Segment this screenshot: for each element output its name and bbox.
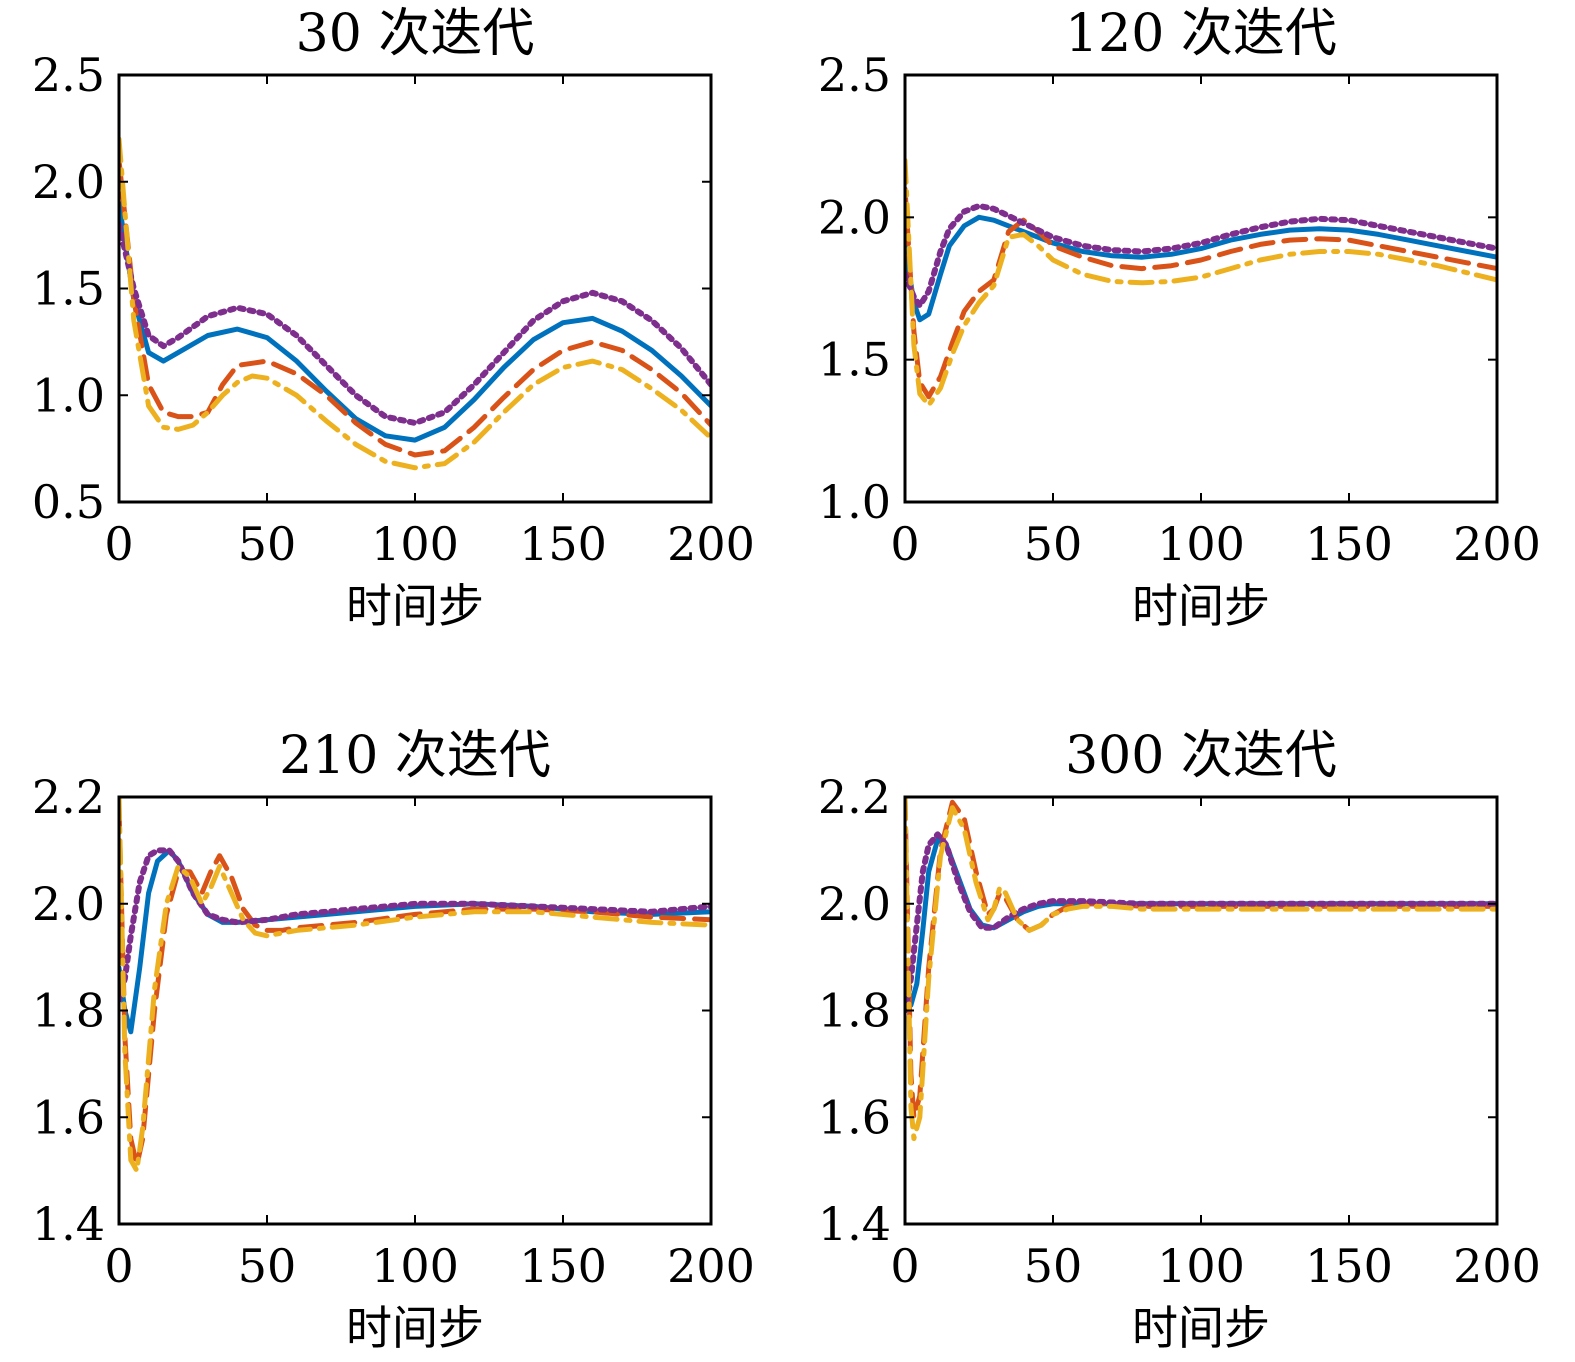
- series-line-dashdot: [119, 797, 711, 1174]
- y-tick-label: 2.5: [32, 48, 105, 102]
- x-tick-label: 200: [1453, 1239, 1541, 1293]
- axes-frame: [117, 795, 713, 1226]
- y-tick-label: 1.4: [818, 1197, 891, 1251]
- series-line-dashed: [119, 157, 711, 458]
- series-line-dotted: [905, 202, 1497, 309]
- subplot-title: 210 次迭代: [279, 726, 551, 786]
- x-tick-label: 100: [371, 1239, 459, 1293]
- series-line-solid: [905, 837, 1497, 1008]
- y-tick-label: 2.2: [32, 770, 105, 824]
- y-tick-label: 2.0: [818, 877, 891, 931]
- series-line-dashed: [119, 805, 711, 1168]
- x-axis-label: 时间步: [346, 579, 484, 633]
- subplot-title: 30 次迭代: [296, 4, 535, 64]
- y-tick-label: 1.6: [818, 1090, 891, 1144]
- y-tick-label: 1.5: [818, 333, 891, 387]
- series-line-solid: [119, 200, 711, 443]
- subplot-120-iterations: 120 次迭代 时间步 0 50 100 150 200 1.0 1.5 2.0 2.5: [818, 4, 1541, 633]
- y-tick-label: 0.5: [32, 475, 105, 529]
- x-tick-label: 0: [104, 517, 133, 571]
- y-tick-label: 1.8: [818, 984, 891, 1038]
- subplot-210-iterations: 210 次迭代 时间步 0 50 100 150 200 1.4 1.6 1.8 2.0 2.2: [32, 726, 755, 1355]
- y-tick-label: 1.4: [32, 1197, 105, 1251]
- x-tick-label: 100: [1157, 517, 1245, 571]
- subplot-30-iterations: 30 次迭代 时间步 0 50 100 150 200 0.5 1.0 1.5 2.0 2.5: [32, 4, 755, 633]
- x-tick-label: 150: [1305, 517, 1393, 571]
- x-tick-label: 100: [1157, 1239, 1245, 1293]
- x-tick-label: 150: [519, 1239, 607, 1293]
- x-tick-label: 50: [1024, 517, 1083, 571]
- x-tick-label: 50: [238, 517, 297, 571]
- x-axis-label: 时间步: [1132, 579, 1270, 633]
- series-line-dashdot: [119, 136, 711, 471]
- y-tick-label: 2.0: [32, 877, 105, 931]
- y-tick-label: 1.8: [32, 984, 105, 1038]
- series-line-dashdot: [905, 157, 1497, 408]
- subplot-300-iterations: 300 次迭代 时间步 0 50 100 150 200 1.4 1.6 1.8 2.0 2.2: [818, 726, 1541, 1355]
- x-tick-label: 200: [667, 1239, 755, 1293]
- y-tick-label: 1.0: [32, 368, 105, 422]
- x-tick-label: 50: [1024, 1239, 1083, 1293]
- x-tick-label: 0: [104, 1239, 133, 1293]
- y-tick-label: 1.0: [818, 475, 891, 529]
- series-line-dotted: [119, 221, 711, 426]
- series-line-dashed: [905, 186, 1497, 400]
- y-tick-label: 2.0: [32, 155, 105, 209]
- x-tick-label: 0: [890, 1239, 919, 1293]
- subplot-title: 300 次迭代: [1065, 726, 1337, 786]
- x-tick-label: 0: [890, 517, 919, 571]
- x-tick-label: 50: [238, 1239, 297, 1293]
- x-tick-label: 200: [1453, 517, 1541, 571]
- x-axis-label: 时间步: [1132, 1301, 1270, 1355]
- series-line-dotted: [119, 847, 711, 1003]
- axes-frame: [903, 795, 1499, 1226]
- series-line-solid: [905, 214, 1497, 323]
- x-tick-label: 200: [667, 517, 755, 571]
- series-line-dashdot: [905, 797, 1497, 1142]
- x-axis-label: 时间步: [346, 1301, 484, 1355]
- x-tick-label: 150: [519, 517, 607, 571]
- y-tick-label: 1.6: [32, 1090, 105, 1144]
- x-tick-label: 100: [371, 517, 459, 571]
- series-line-dotted: [905, 831, 1497, 1014]
- y-tick-label: 2.0: [818, 190, 891, 244]
- y-tick-label: 1.5: [32, 262, 105, 316]
- y-tick-label: 2.5: [818, 48, 891, 102]
- subplot-title: 120 次迭代: [1065, 4, 1337, 64]
- series-line-dashed: [905, 797, 1497, 1120]
- y-tick-label: 2.2: [818, 770, 891, 824]
- x-tick-label: 150: [1305, 1239, 1393, 1293]
